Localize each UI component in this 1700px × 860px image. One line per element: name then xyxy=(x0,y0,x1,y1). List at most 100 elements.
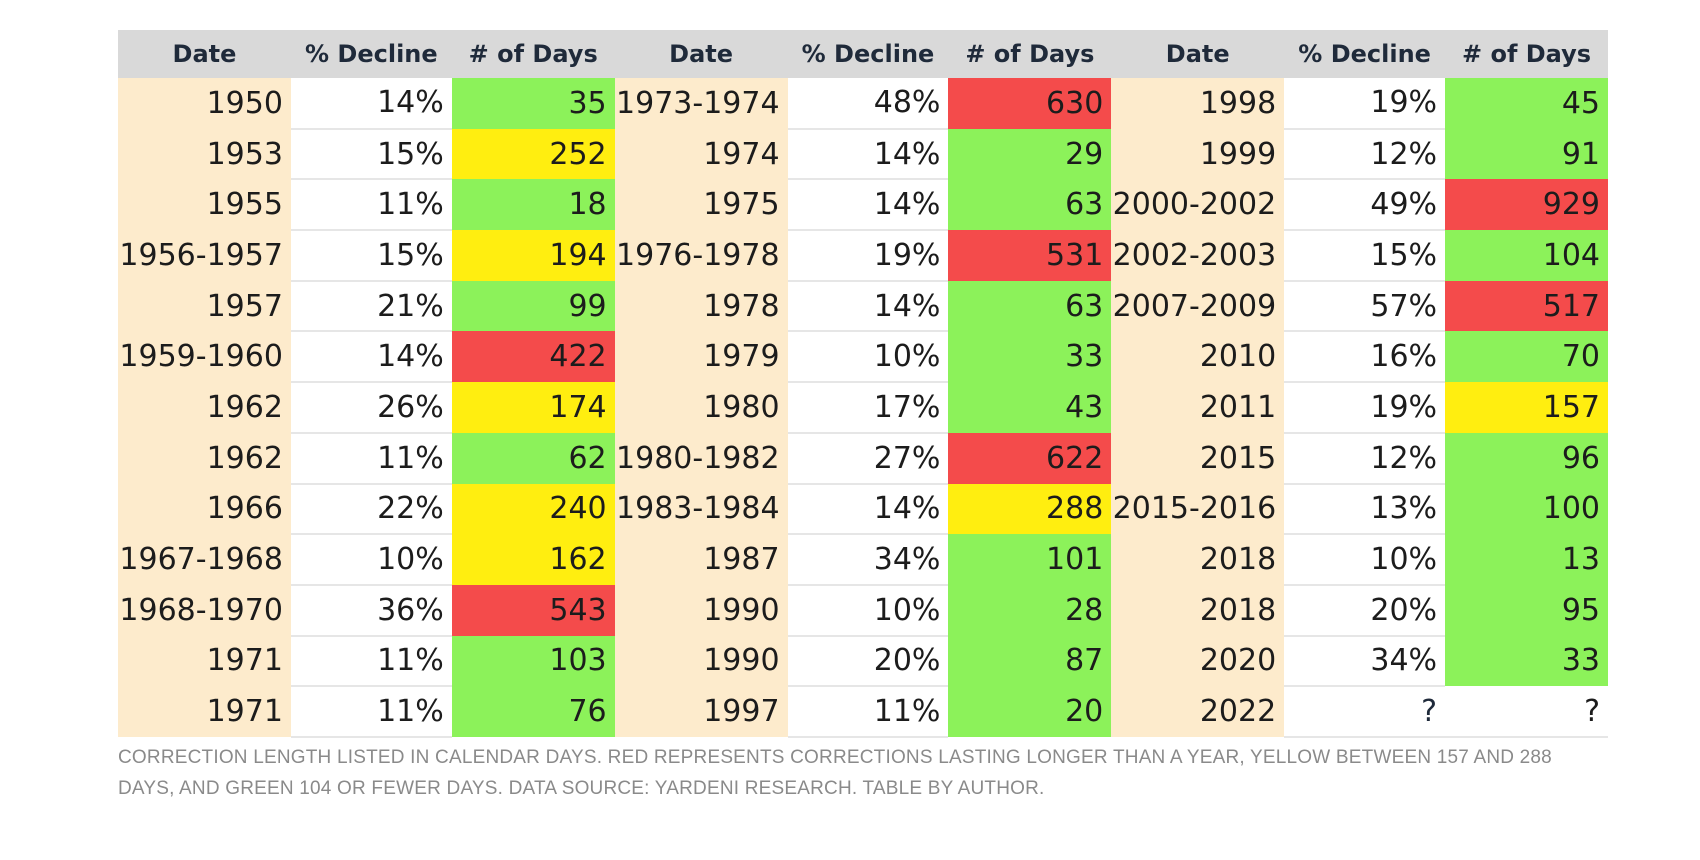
cell-decline: 11% xyxy=(290,635,452,688)
cell-date: 1990 xyxy=(614,584,788,636)
table-header-row: Date % Decline # of Days Date % Decline … xyxy=(118,30,1608,78)
table-row: 1956-1957 15% 194 1976-1978 19% 531 2002-2003 1… xyxy=(118,230,1608,282)
cell-date: 2000-2002 xyxy=(1111,179,1285,231)
corrections-table: Date % Decline # of Days Date % Decline … xyxy=(118,30,1608,738)
table-row: 1968-1970 36% 543 1990 10% 28 2018 20% 95 xyxy=(118,584,1608,637)
cell-date: 2018 xyxy=(1111,584,1285,636)
cell-date: 1974 xyxy=(614,128,788,180)
cell-days-red: 517 xyxy=(1445,280,1608,332)
cell-days-green: 99 xyxy=(451,280,615,332)
cell-decline: 36% xyxy=(290,584,452,637)
cell-decline: 21% xyxy=(290,280,452,333)
cell-date: 1967-1968 xyxy=(118,534,291,585)
header-days: # of Days xyxy=(948,30,1112,78)
cell-decline: 20% xyxy=(1284,584,1446,637)
cell-date: 1959-1960 xyxy=(118,331,291,383)
cell-days-green: 29 xyxy=(948,128,1112,180)
cell-decline: 11% xyxy=(290,179,452,232)
cell-decline: 15% xyxy=(1284,230,1446,282)
header-days: # of Days xyxy=(451,30,615,78)
table-row: 1957 21% 99 1978 14% 63 2007-2009 57% 517 xyxy=(118,280,1608,333)
cell-days-green: 100 xyxy=(1445,483,1608,535)
cell-date: 1957 xyxy=(118,280,291,332)
table-row: 1962 26% 174 1980 17% 43 2011 19% 157 xyxy=(118,382,1608,434)
table-row: 1971 11% 103 1990 20% 87 2020 34% 33 xyxy=(118,635,1608,688)
cell-decline: 20% xyxy=(787,635,949,688)
cell-days-red: 531 xyxy=(948,230,1112,281)
cell-days-green: 103 xyxy=(451,635,615,687)
cell-date: 1975 xyxy=(614,179,788,231)
cell-days-red: 422 xyxy=(451,331,615,383)
cell-decline: 14% xyxy=(290,78,452,130)
cell-days-yellow: 162 xyxy=(451,534,615,585)
table-row: 1967-1968 10% 162 1987 34% 101 2018 10% 13 xyxy=(118,534,1608,586)
cell-decline: 26% xyxy=(290,382,452,434)
cell-date: 2010 xyxy=(1111,331,1285,383)
cell-decline: 13% xyxy=(1284,483,1446,536)
cell-decline: ? xyxy=(1284,686,1446,738)
cell-days-green: 76 xyxy=(451,686,615,737)
table-row: 1953 15% 252 1974 14% 29 1999 12% 91 xyxy=(118,128,1608,181)
cell-date: 1953 xyxy=(118,128,291,180)
cell-decline: 19% xyxy=(787,230,949,282)
cell-date: 1962 xyxy=(118,382,291,433)
table-row: 1966 22% 240 1983-1984 14% 288 2015-2016 13% 100 xyxy=(118,483,1608,536)
cell-date: 1990 xyxy=(614,635,788,687)
cell-days-green: 87 xyxy=(948,635,1112,687)
cell-decline: 10% xyxy=(1284,534,1446,586)
cell-decline: 57% xyxy=(1284,280,1446,333)
cell-days-green: 63 xyxy=(948,280,1112,332)
cell-date: 1968-1970 xyxy=(118,584,291,636)
cell-days-green: 70 xyxy=(1445,331,1608,383)
cell-days-green: 91 xyxy=(1445,128,1608,180)
cell-days-yellow: 194 xyxy=(451,230,615,281)
header-date: Date xyxy=(118,30,291,78)
cell-date: 1976-1978 xyxy=(614,230,788,281)
cell-decline: 14% xyxy=(787,179,949,232)
cell-decline: 48% xyxy=(787,78,949,130)
header-decline: % Decline xyxy=(787,30,949,78)
cell-decline: 19% xyxy=(1284,78,1446,130)
cell-days-green: 95 xyxy=(1445,584,1608,636)
cell-days-green: 28 xyxy=(948,584,1112,636)
cell-days-green: 35 xyxy=(451,78,615,129)
cell-decline: 10% xyxy=(787,584,949,637)
cell-decline: 14% xyxy=(290,331,452,384)
cell-days-red: 543 xyxy=(451,584,615,636)
cell-decline: 12% xyxy=(1284,128,1446,181)
cell-date: 1971 xyxy=(118,635,291,687)
table-row: 1971 11% 76 1997 11% 20 2022?? xyxy=(118,686,1608,738)
cell-days-yellow: 157 xyxy=(1445,382,1608,433)
cell-decline: 49% xyxy=(1284,179,1446,232)
cell-days-red: 929 xyxy=(1445,179,1608,231)
cell-date: 2002-2003 xyxy=(1111,230,1285,281)
cell-date: 1983-1984 xyxy=(614,483,788,535)
cell-date: 1980 xyxy=(614,382,788,433)
cell-decline: 34% xyxy=(787,534,949,586)
cell-days-yellow: 288 xyxy=(948,483,1112,535)
header-decline: % Decline xyxy=(1284,30,1446,78)
cell-date: 2015 xyxy=(1111,432,1285,484)
cell-days-red: 630 xyxy=(948,78,1112,129)
table-row: 1950 14% 35 1973-1974 48% 630 1998 19% 45 xyxy=(118,78,1608,130)
cell-date: 1971 xyxy=(118,686,291,737)
cell-days-none: ? xyxy=(1445,686,1608,738)
table-row: 1959-1960 14% 422 1979 10% 33 2010 16% 70 xyxy=(118,331,1608,384)
cell-date: 2015-2016 xyxy=(1111,483,1285,535)
cell-date: 1979 xyxy=(614,331,788,383)
cell-date: 1997 xyxy=(614,686,788,737)
cell-date: 2011 xyxy=(1111,382,1285,433)
cell-days-green: 104 xyxy=(1445,230,1608,281)
cell-decline: 10% xyxy=(787,331,949,384)
cell-decline: 12% xyxy=(1284,432,1446,485)
cell-date: 2020 xyxy=(1111,635,1285,687)
table-row: 1955 11% 18 1975 14% 63 2000-2002 49% 929 xyxy=(118,179,1608,232)
cell-date: 1999 xyxy=(1111,128,1285,180)
cell-decline: 22% xyxy=(290,483,452,536)
cell-decline: 14% xyxy=(787,128,949,181)
header-days: # of Days xyxy=(1445,30,1608,78)
cell-days-green: 62 xyxy=(451,432,615,484)
cell-days-red: 622 xyxy=(948,432,1112,484)
cell-days-green: 43 xyxy=(948,382,1112,433)
cell-decline: 16% xyxy=(1284,331,1446,384)
